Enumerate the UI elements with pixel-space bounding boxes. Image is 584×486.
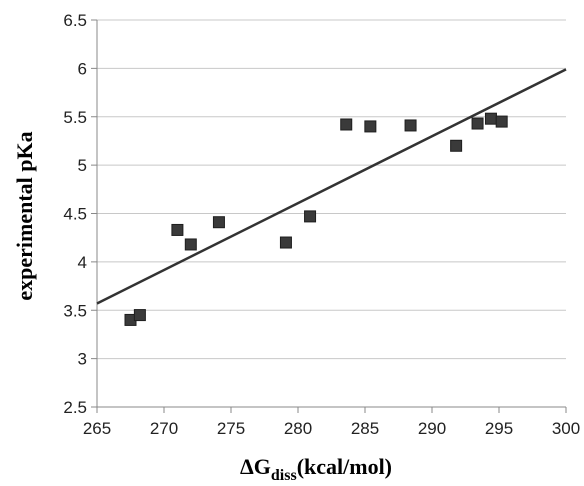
x-tick-label-6: 295 (485, 419, 513, 438)
data-point-1 (133, 309, 146, 322)
data-point-11 (471, 117, 484, 130)
trendline-group (96, 68, 567, 305)
trendline (96, 68, 567, 305)
y-tick-label-4: 4.5 (63, 205, 87, 224)
y-tick-label-1: 3 (78, 350, 87, 369)
data-point-8 (364, 120, 377, 133)
x-tick-labels: 265 270 275 280 285 290 295 300 (83, 419, 580, 438)
data-point-7 (340, 118, 353, 131)
y-tick-label-7: 6 (78, 59, 87, 78)
x-axis-title-subscript: diss (271, 467, 297, 484)
x-tick-label-7: 300 (552, 419, 580, 438)
data-point-3 (184, 238, 197, 251)
y-tick-label-3: 4 (78, 253, 87, 272)
data-point-6 (304, 210, 317, 223)
x-tick-label-4: 285 (351, 419, 379, 438)
x-tick-label-0: 265 (83, 419, 111, 438)
y-tick-labels: 2.5 3 3.5 4 4.5 5 5.5 6 6.5 (63, 11, 87, 417)
x-axis-title: ΔGdiss(kcal/mol) (240, 454, 392, 484)
x-tick-label-1: 270 (150, 419, 178, 438)
data-point-2 (171, 223, 184, 236)
data-point-5 (279, 236, 292, 249)
y-tick-label-6: 5.5 (63, 108, 87, 127)
axes (91, 19, 567, 413)
y-tick-label-5: 5 (78, 156, 87, 175)
data-points (124, 112, 508, 326)
y-tick-label-0: 2.5 (63, 398, 87, 417)
x-tick-label-2: 275 (217, 419, 245, 438)
y-axis-title: experimental pKa (12, 131, 37, 300)
data-point-4 (212, 216, 225, 229)
data-point-10 (450, 139, 463, 152)
x-tick-label-5: 290 (418, 419, 446, 438)
data-point-13 (495, 115, 508, 128)
x-tick-label-3: 280 (284, 419, 312, 438)
grid-lines (97, 19, 566, 408)
x-axis-title-unit: (kcal/mol) (297, 454, 392, 479)
data-point-9 (404, 119, 417, 132)
data-point-12 (484, 112, 497, 125)
y-tick-label-2: 3.5 (63, 301, 87, 320)
y-tick-label-8: 6.5 (63, 11, 87, 30)
x-axis-title-main: ΔG (240, 454, 271, 479)
